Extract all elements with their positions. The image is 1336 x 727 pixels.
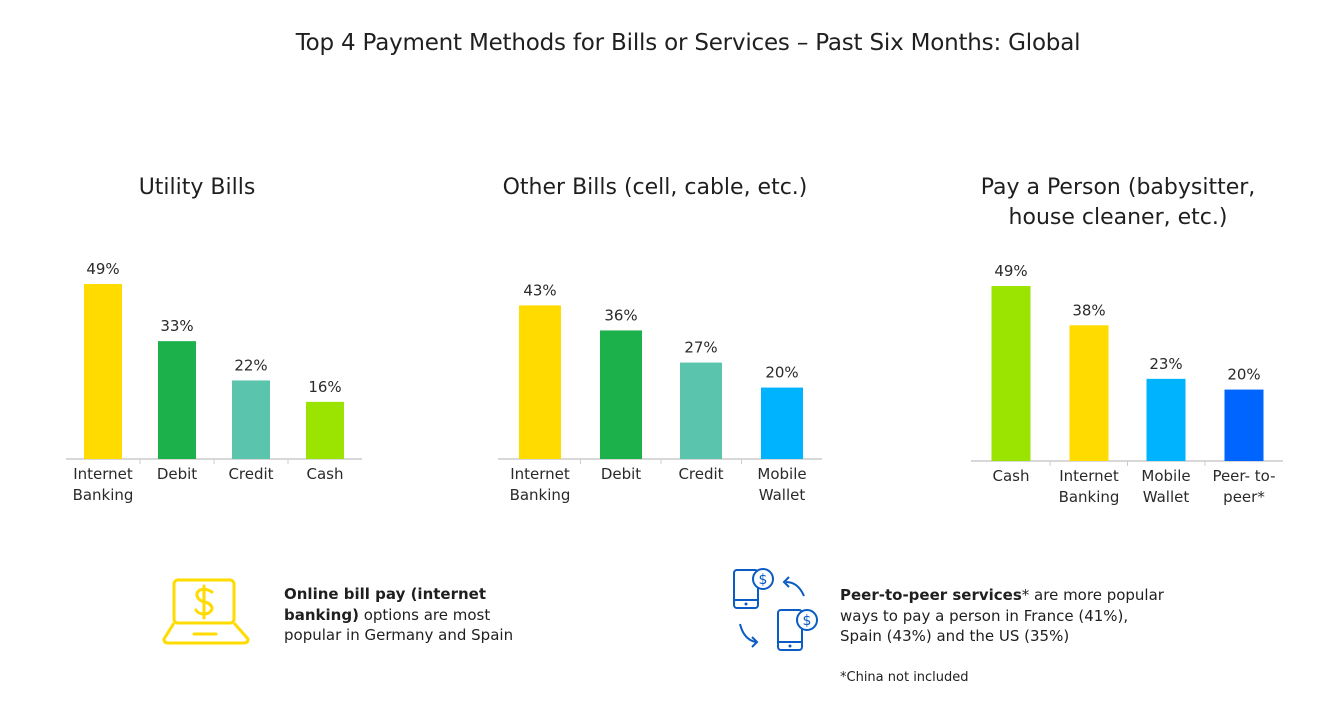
- bar: [232, 380, 270, 459]
- bar: [1069, 325, 1109, 461]
- bar-value-label: 33%: [160, 317, 193, 335]
- svg-text:$: $: [803, 613, 812, 629]
- note-peer-to-peer: Peer-to-peer services* are more popular …: [840, 586, 1164, 645]
- bar-value-label: 36%: [604, 306, 637, 324]
- category-label: Internet Banking: [1059, 467, 1120, 506]
- category-label: Internet Banking: [510, 465, 571, 504]
- bar-value-label: 49%: [86, 260, 119, 278]
- bar-value-label: 23%: [1149, 355, 1182, 373]
- bar-value-label: 27%: [684, 339, 717, 357]
- category-label: Credit: [678, 465, 723, 483]
- page-title: Top 4 Payment Methods for Bills or Servi…: [295, 30, 1081, 56]
- chart-title-pay-a-person: Pay a Person (babysitter, house cleaner,…: [980, 175, 1256, 230]
- bar-value-label: 20%: [765, 364, 798, 382]
- chart-title-other-bills: Other Bills (cell, cable, etc.): [502, 175, 808, 200]
- chart-title-utility-bills: Utility Bills: [138, 175, 256, 200]
- bar-value-label: 43%: [523, 281, 556, 299]
- category-label: Mobile Wallet: [1141, 467, 1190, 506]
- bar: [991, 286, 1031, 461]
- bar: [680, 362, 722, 459]
- bar-value-label: 49%: [994, 262, 1027, 280]
- category-label: Debit: [601, 465, 641, 483]
- category-label: Internet Banking: [73, 465, 134, 504]
- bar-value-label: 16%: [308, 378, 341, 396]
- phone-transfer-icon: $ $: [733, 568, 818, 651]
- category-label: Debit: [157, 465, 197, 483]
- category-label: Mobile Wallet: [757, 465, 806, 504]
- footnote: *China not included: [840, 670, 969, 685]
- category-label: Credit: [228, 465, 273, 483]
- bar: [158, 341, 196, 459]
- svg-text:$: $: [759, 572, 768, 588]
- category-label: Peer- to-peer*: [1212, 467, 1275, 506]
- bar-value-label: 38%: [1072, 301, 1105, 319]
- bar: [84, 284, 122, 459]
- category-label: Cash: [307, 465, 344, 483]
- note-online-bill-pay: Online bill pay (internet banking) optio…: [284, 585, 514, 644]
- bar: [600, 330, 642, 459]
- bar: [1146, 378, 1186, 461]
- bar: [1224, 389, 1264, 461]
- laptop-dollar-icon: [162, 578, 250, 645]
- bar-value-label: 22%: [234, 356, 267, 374]
- bar: [306, 401, 344, 459]
- bar: [761, 387, 803, 459]
- bar: [519, 305, 561, 459]
- bar-value-label: 20%: [1227, 366, 1260, 384]
- category-label: Cash: [993, 467, 1030, 485]
